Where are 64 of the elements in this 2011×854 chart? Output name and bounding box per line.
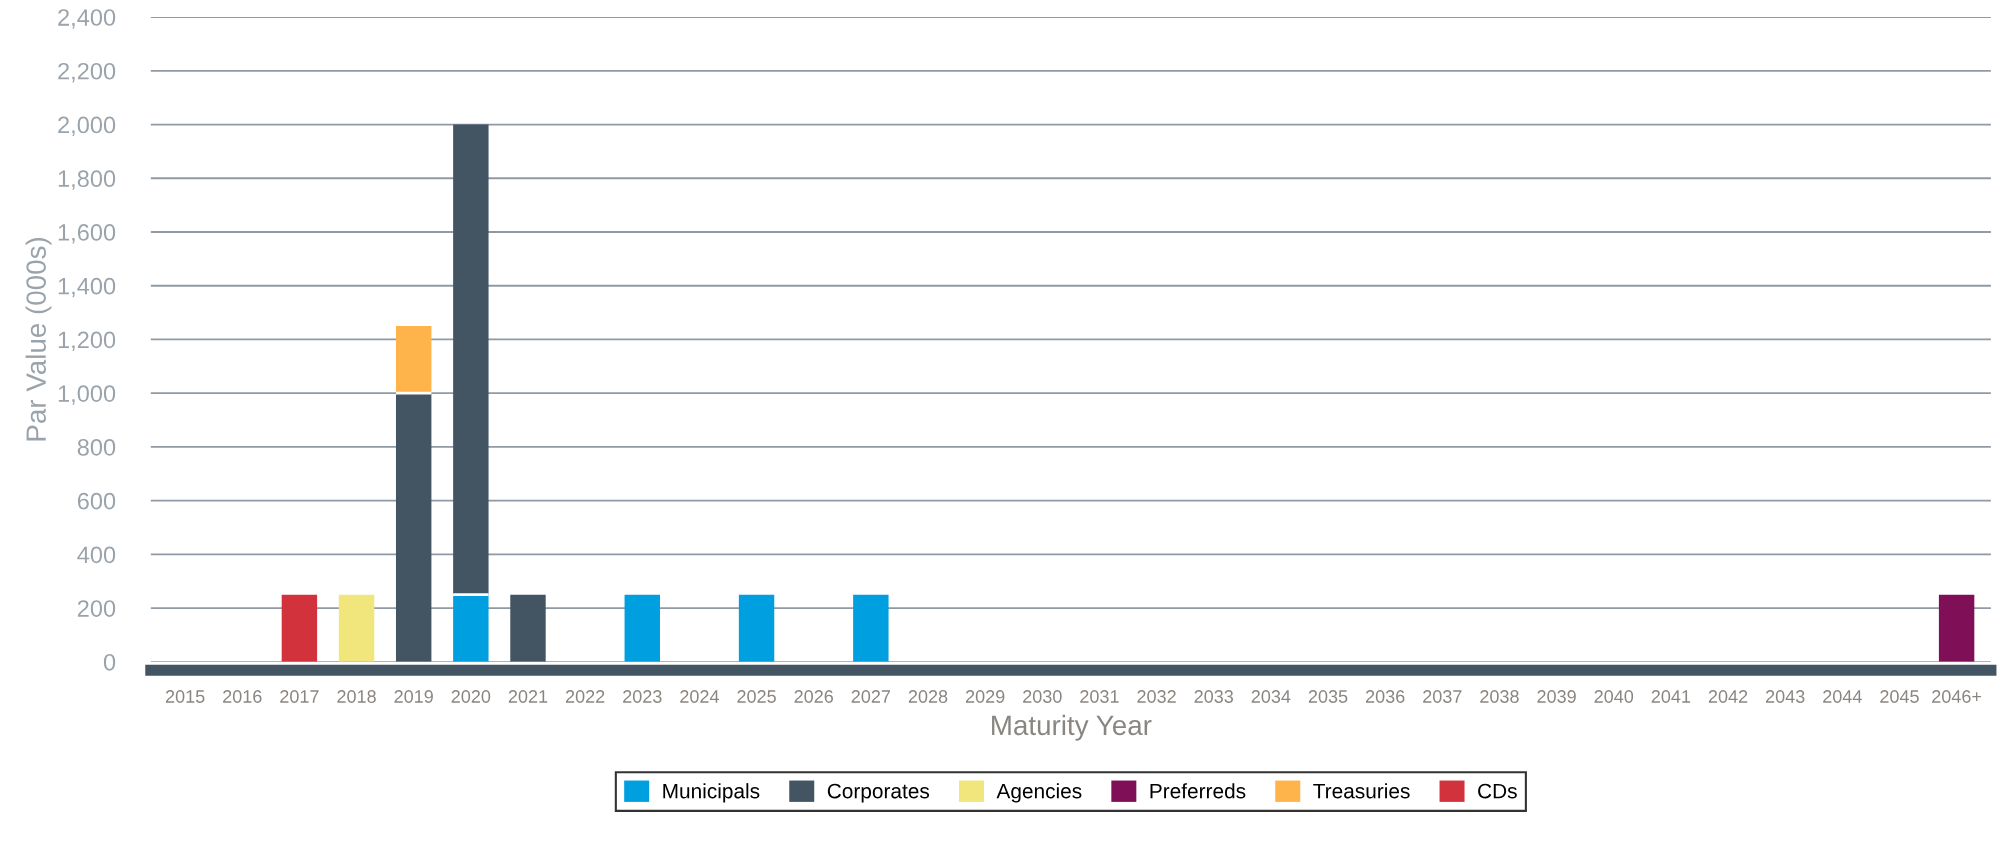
x-tick-label: 2034 [1251, 690, 1291, 703]
x-tick-label: 2037 [1423, 690, 1462, 703]
x-tick-label: 2022 [565, 690, 605, 703]
x-tick-label: 2041 [1651, 690, 1691, 703]
y-tick-label: 0 [103, 653, 116, 671]
legend-label: Corporates [827, 783, 930, 803]
bar [453, 594, 489, 662]
x-tick-label: 2026 [794, 690, 833, 703]
x-tick-label: 2031 [1080, 690, 1119, 703]
y-tick-label: 600 [77, 492, 116, 510]
x-tick-label: 2023 [623, 690, 662, 703]
bar [624, 594, 660, 662]
x-tick-label: 2035 [1308, 690, 1348, 703]
x-tick-label: 2025 [737, 690, 776, 703]
bar [395, 326, 432, 394]
legend-label: Preferreds [1150, 783, 1246, 799]
x-tick-label: 2020 [451, 690, 491, 703]
x-axis-title: Maturity Year [992, 714, 1152, 741]
x-tick-label: 2043 [1766, 690, 1805, 703]
x-tick-label: 2044 [1823, 690, 1862, 703]
x-tick-label: 2028 [908, 690, 948, 703]
x-tick-label: 2033 [1194, 690, 1234, 703]
y-tick-label: 200 [77, 600, 116, 617]
legend-label: Treasuries [1313, 783, 1410, 799]
x-tick-label: 2016 [223, 690, 262, 703]
x-tick-label: 2032 [1137, 690, 1176, 703]
x-tick-label: 2038 [1480, 690, 1519, 703]
x-tick-label: 2018 [337, 690, 376, 703]
y-tick-label: 1,200 [58, 331, 116, 352]
x-tick-label: 2046+ [1932, 690, 1982, 703]
x-tick-label: 2036 [1365, 690, 1405, 703]
x-tick-label: 2017 [280, 690, 319, 703]
legend-label: CDs [1478, 783, 1517, 799]
bar [1938, 594, 1975, 662]
y-tick-label: 1,600 [58, 224, 116, 244]
legend-label: Municipals [663, 783, 760, 803]
bar [281, 594, 318, 662]
y-tick-label: 2,400 [58, 9, 116, 29]
x-tick-label: 2015 [165, 690, 205, 703]
y-tick-label: 2,000 [58, 116, 116, 137]
y-tick-label: 400 [77, 546, 116, 564]
legend-label: Agencies [996, 783, 1082, 803]
y-axis-title: Par Value (000s) [25, 237, 52, 441]
x-tick-label: 2030 [1023, 690, 1062, 703]
x-tick-label: 2024 [680, 690, 719, 703]
bar [453, 124, 489, 595]
x-tick-label: 2029 [965, 690, 1005, 703]
bar [853, 594, 889, 662]
x-tick-label: 2027 [851, 690, 891, 703]
x-tick-label: 2042 [1708, 690, 1748, 703]
x-tick-label: 2019 [394, 690, 433, 703]
x-tick-label: 2040 [1594, 690, 1634, 703]
bar [738, 594, 775, 662]
bar [338, 594, 375, 662]
bar [395, 393, 432, 662]
x-tick-label: 2021 [508, 690, 548, 703]
bar [510, 594, 546, 662]
y-tick-label: 2,200 [58, 62, 116, 83]
y-tick-label: 1,000 [58, 385, 116, 405]
y-tick-label: 1,400 [58, 277, 116, 298]
x-tick-label: 2045 [1880, 690, 1919, 703]
y-tick-label: 1,800 [58, 170, 116, 190]
x-tick-label: 2039 [1537, 690, 1576, 703]
y-tick-label: 800 [77, 438, 116, 456]
